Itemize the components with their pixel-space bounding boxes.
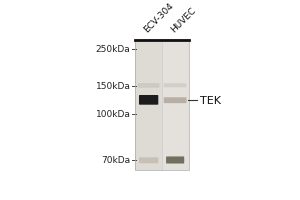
FancyBboxPatch shape [139,95,158,105]
Text: 150kDa: 150kDa [96,82,130,91]
FancyBboxPatch shape [164,83,187,87]
Text: ECV-304: ECV-304 [142,2,175,35]
FancyBboxPatch shape [164,97,187,103]
Bar [135,39,189,170]
Text: 70kDa: 70kDa [101,156,130,165]
Text: 100kDa: 100kDa [96,110,130,119]
Text: HUVEC: HUVEC [169,6,197,35]
FancyBboxPatch shape [166,156,184,164]
FancyBboxPatch shape [139,157,158,163]
Text: 250kDa: 250kDa [96,45,130,54]
Bar [162,39,189,170]
Bar [135,39,162,170]
FancyBboxPatch shape [138,83,159,88]
Text: TEK: TEK [200,96,221,106]
